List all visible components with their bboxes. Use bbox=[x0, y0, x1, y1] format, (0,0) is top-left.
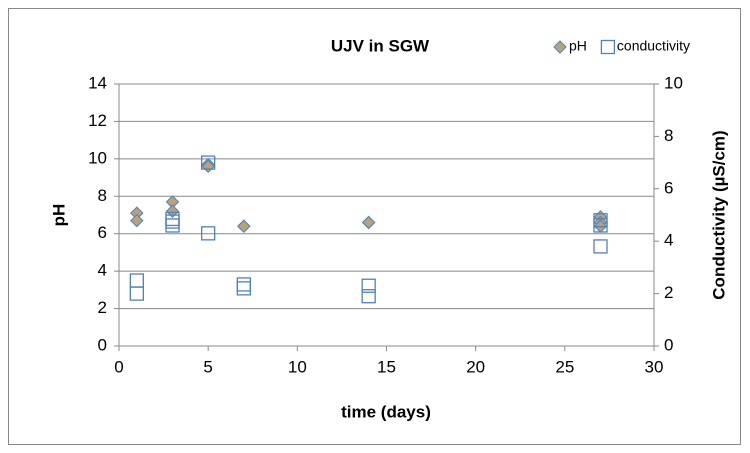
y2-tick-label: 4 bbox=[664, 231, 673, 250]
y-tick-label: 10 bbox=[88, 148, 107, 167]
x-tick-label: 5 bbox=[203, 357, 212, 376]
legend-label: conductivity bbox=[617, 38, 690, 54]
x-tick-label: 25 bbox=[555, 357, 574, 376]
legend-marker bbox=[553, 40, 567, 54]
square-marker bbox=[593, 239, 608, 254]
y-tick-label: 14 bbox=[88, 73, 107, 92]
x-tick-label: 15 bbox=[377, 357, 396, 376]
y-axis-title: pH bbox=[49, 204, 68, 227]
x-tick-label: 30 bbox=[645, 357, 664, 376]
y2-axis-title: Conductivity (µS/cm) bbox=[709, 130, 728, 299]
x-tick-label: 0 bbox=[114, 357, 123, 376]
y2-tick-label: 2 bbox=[664, 283, 673, 302]
diamond-marker bbox=[237, 219, 251, 233]
square-marker bbox=[236, 281, 251, 296]
chart-frame bbox=[8, 8, 741, 445]
y-tick-label: 12 bbox=[88, 111, 107, 130]
square-marker bbox=[201, 155, 216, 170]
square-marker bbox=[593, 213, 608, 228]
diamond-marker bbox=[165, 204, 180, 218]
square-marker bbox=[201, 226, 216, 241]
diamond-marker bbox=[130, 213, 144, 228]
square-marker bbox=[129, 286, 144, 301]
chart-title: UJV in SGW bbox=[331, 36, 430, 55]
y-tick-label: 4 bbox=[98, 261, 107, 280]
y2-tick-label: 10 bbox=[664, 73, 683, 92]
square-marker bbox=[361, 289, 376, 304]
y2-tick-label: 8 bbox=[664, 126, 673, 145]
y2-tick-label: 6 bbox=[664, 178, 673, 197]
y-tick-label: 2 bbox=[98, 298, 107, 317]
square-marker bbox=[361, 278, 376, 293]
legend-marker bbox=[600, 39, 616, 55]
y-tick-label: 8 bbox=[98, 186, 107, 205]
diamond-marker bbox=[361, 215, 376, 230]
x-axis-title: time (days) bbox=[341, 402, 431, 421]
y-tick-label: 6 bbox=[98, 223, 107, 242]
x-tick-label: 10 bbox=[288, 357, 307, 376]
y2-tick-label: 0 bbox=[664, 335, 673, 354]
legend-label: pH bbox=[569, 38, 587, 54]
y-tick-label: 0 bbox=[98, 335, 107, 354]
square-marker bbox=[165, 214, 180, 229]
x-tick-label: 20 bbox=[466, 357, 485, 376]
